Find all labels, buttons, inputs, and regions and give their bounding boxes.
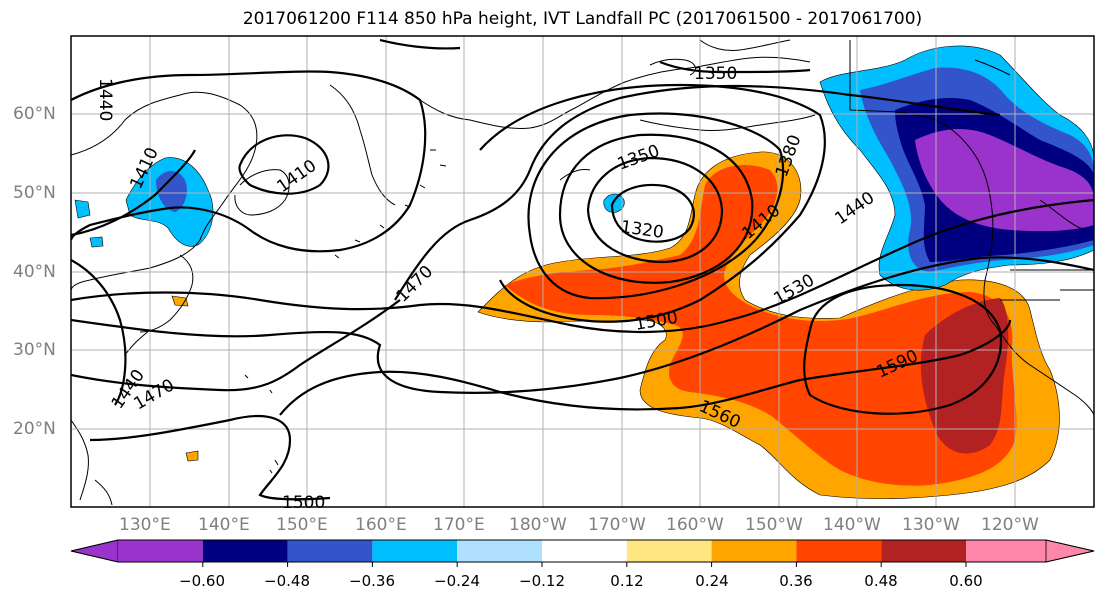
colorbar	[70, 539, 1095, 567]
contour-1320	[610, 183, 695, 243]
lat-label-30n: 30°N	[13, 340, 56, 360]
ivt-positive-small	[185, 450, 199, 462]
contour-1470-upper	[394, 84, 1001, 301]
lon-label-130e: 130°E	[119, 515, 171, 535]
coastlines	[71, 39, 1094, 506]
colorbar-outline	[70, 539, 1095, 563]
lon-label-140w: 140°W	[823, 515, 881, 535]
lon-label-120w: 120°W	[981, 515, 1039, 535]
colorbar-label-9: 0.48	[864, 572, 898, 590]
ivt-positive-mid	[505, 165, 1017, 486]
lon-label-150w: 150°W	[745, 515, 803, 535]
contour-1380	[558, 133, 754, 284]
contour-1410	[527, 112, 785, 300]
lon-label-140e: 140°E	[198, 515, 250, 535]
ivt-negative-asia-small	[74, 199, 91, 219]
lat-label-20n: 20°N	[13, 419, 56, 439]
contour-1440-ring	[71, 70, 427, 253]
contour-label-1350-top: 1350	[694, 64, 737, 84]
colorbar-bin-7	[626, 540, 712, 562]
lon-label-170w: 170°W	[588, 515, 646, 535]
colorbar-bin-9	[796, 540, 882, 562]
contour-label-1440-left: 1440	[95, 78, 115, 121]
colorbar-label-7: 0.24	[695, 572, 729, 590]
lon-label-150e: 150°E	[276, 515, 328, 535]
graticule	[71, 36, 1094, 507]
lon-label-170e: 170°E	[433, 515, 485, 535]
map-frame	[70, 35, 1095, 508]
colorbar-extend-right	[1045, 539, 1095, 563]
lat-label-60n: 60°N	[13, 104, 56, 124]
contour-1350	[586, 156, 724, 264]
contour-1410-ring	[238, 134, 330, 195]
lon-label-130w: 130°W	[902, 515, 960, 535]
lon-label-180w: 180°W	[509, 515, 567, 535]
colorbar-bin-3	[287, 540, 373, 562]
lat-label-40n: 40°N	[13, 262, 56, 282]
colorbar-label-4: −0.24	[434, 572, 480, 590]
ivt-negative-asia-inner	[156, 171, 187, 212]
colorbar-bin-5	[457, 540, 542, 562]
contour-1350-top	[379, 38, 461, 50]
colorbar-label-3: −0.36	[349, 572, 395, 590]
contour-1410-left	[71, 149, 196, 237]
contour-1500	[71, 198, 1094, 334]
contour-label-1500-bottom: 1500	[282, 493, 325, 513]
contour-1530	[71, 256, 1094, 394]
contour-1500-left	[89, 415, 331, 501]
lon-label-160w: 160°W	[666, 515, 724, 535]
colorbar-bin-1	[118, 540, 203, 562]
colorbar-bin-11	[966, 540, 1046, 562]
colorbar-label-5: −0.12	[519, 572, 565, 590]
colorbar-label-2: −0.48	[264, 572, 310, 590]
colorbar-label-6: 0.12	[610, 572, 644, 590]
chart-title: 2017061200 F114 850 hPa height, IVT Land…	[242, 9, 923, 29]
colorbar-bin-4	[372, 540, 458, 562]
colorbar-extend-left	[70, 539, 119, 563]
colorbar-bin-2	[202, 540, 288, 562]
colorbar-ticks	[202, 562, 967, 567]
ivt-positive-high	[920, 298, 1009, 454]
contour-1470-left	[71, 299, 401, 392]
colorbar-label-1: −0.60	[179, 572, 225, 590]
contour-1440	[479, 83, 826, 323]
contour-1590	[803, 283, 1002, 415]
contour-1440-left	[71, 259, 127, 406]
height-contours	[71, 38, 1094, 501]
colorbar-bin-8	[711, 540, 797, 562]
contour-1350-right	[659, 60, 811, 74]
colorbar-label-8: 0.36	[779, 572, 813, 590]
lat-label-50n: 50°N	[13, 183, 56, 203]
colorbar-label-10: 0.60	[949, 572, 983, 590]
ivt-positive-small2	[171, 295, 189, 307]
colorbar-bin-6	[542, 540, 627, 562]
lon-label-160e: 160°E	[355, 515, 407, 535]
contour-1560	[279, 319, 1012, 416]
colorbar-bin-10	[881, 540, 966, 562]
ivt-negative-asia-small2	[89, 236, 104, 248]
